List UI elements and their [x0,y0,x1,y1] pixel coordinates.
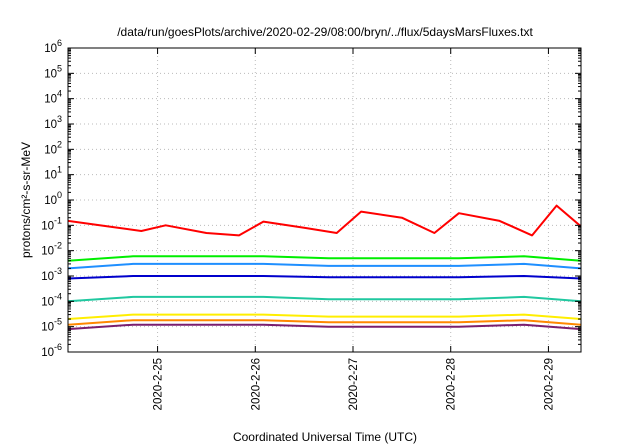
series-line [68,262,581,270]
y-tick-label: 10-4 [41,291,62,308]
y-tick-exponent: 5 [57,63,62,73]
y-tick-base: 10 [41,296,54,308]
y-tick-label: 104 [44,89,62,106]
y-tick-label: 10-6 [41,342,62,359]
y-tick-exponent: -2 [54,241,62,251]
y-tick-label: 10-1 [41,215,62,232]
series-group [68,204,581,331]
y-tick-base: 10 [44,68,57,80]
chart-title: /data/run/goesPlots/archive/2020-02-29/0… [117,25,533,39]
y-tick-base: 10 [44,170,57,182]
y-tick-exponent: -3 [54,266,62,276]
y-tick-label: 100 [44,190,62,207]
x-tick-label: 2020-2-25 [153,358,165,410]
series-line [68,323,581,331]
series-line [68,275,581,280]
y-tick-exponent: -5 [54,317,62,327]
y-tick-base: 10 [41,322,54,334]
x-tick-label: 2020-2-27 [348,358,360,410]
x-tick-label: 2020-2-28 [446,358,458,410]
y-tick-base: 10 [41,347,54,359]
y-tick-label: 10-2 [41,241,62,258]
y-tick-base: 10 [44,119,57,131]
y-tick-exponent: 3 [57,114,62,124]
series-line [68,295,581,303]
x-tick-label: 2020-2-26 [250,358,262,410]
y-tick-label: 10-5 [41,317,62,334]
series-line [68,204,581,237]
y-tick-base: 10 [41,246,54,258]
y-tick-base: 10 [44,94,57,106]
y-tick-exponent: -4 [54,291,62,301]
y-tick-base: 10 [44,144,57,156]
series-line [68,319,581,326]
y-tick-label: 106 [44,38,62,55]
y-tick-exponent: 6 [57,38,62,48]
y-axis-label: protons/cm²-s-sr-MeV [19,142,33,258]
x-axis-label: Coordinated Universal Time (UTC) [233,430,417,444]
y-tick-label: 105 [44,63,62,80]
y-tick-base: 10 [41,220,54,232]
y-tick-exponent: 1 [57,165,62,175]
y-tick-base: 10 [41,271,54,283]
x-axis: 2020-2-25 2020-2-26 2020-2-27 2020-2-28 2020… [153,48,555,410]
y-tick-label: 103 [44,114,62,131]
y-tick-exponent: -6 [54,342,62,352]
y-tick-exponent: 4 [57,89,62,99]
y-tick-label: 10-3 [41,266,62,283]
y-tick-base: 10 [44,195,57,207]
series-line [68,313,581,320]
series-line [68,255,581,262]
y-tick-exponent: -1 [54,215,62,225]
x-tick-label: 2020-2-29 [543,358,555,410]
y-tick-label: 101 [44,165,62,182]
y-tick-base: 10 [44,43,57,55]
y-tick-label: 102 [44,139,62,156]
y-tick-exponent: 0 [57,190,62,200]
y-tick-exponent: 2 [57,139,62,149]
y-axis: 10-610-510-410-310-210-11001011021031041… [41,38,581,359]
grid [68,47,581,353]
